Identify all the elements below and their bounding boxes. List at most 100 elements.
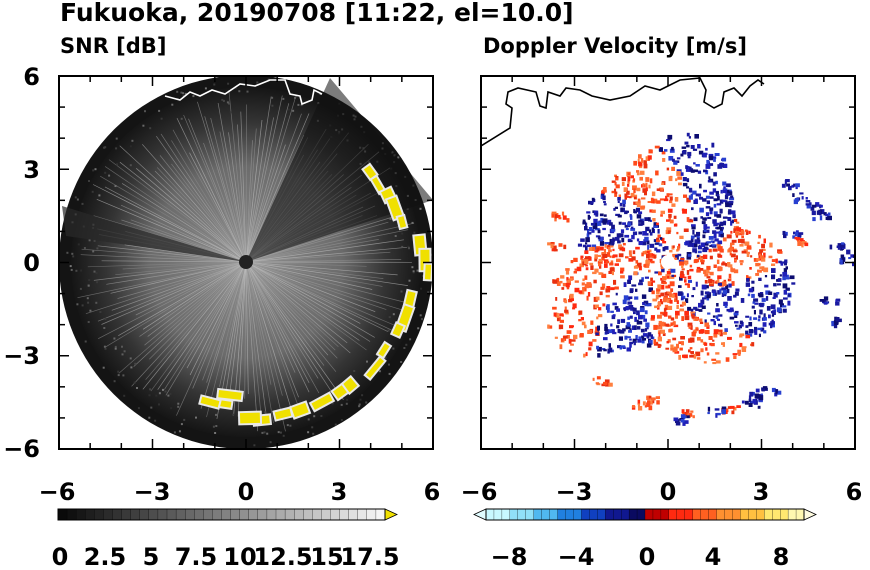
doppler-cell (746, 278, 750, 282)
doppler-cell (670, 275, 675, 279)
doppler-cell (705, 226, 710, 229)
doppler-cell (690, 351, 694, 355)
snr-echo-cell (218, 390, 242, 400)
doppler-cell (650, 334, 653, 339)
doppler-cell (795, 183, 800, 188)
doppler-cell (717, 275, 722, 280)
doppler-cell (669, 200, 673, 204)
doppler-cell (823, 302, 828, 305)
doppler-cell (692, 333, 696, 337)
doppler-cell (731, 281, 735, 286)
doppler-cell (687, 151, 692, 157)
snr-speckle (392, 313, 395, 316)
snr-speckle (413, 231, 416, 234)
doppler-cell (635, 201, 640, 205)
doppler-cell (598, 258, 602, 262)
doppler-cell (729, 316, 735, 320)
doppler-cell (650, 315, 655, 319)
doppler-cell (651, 280, 656, 283)
doppler-cell (712, 339, 715, 342)
doppler-cell (710, 240, 714, 243)
doppler-cell (729, 252, 732, 256)
doppler-cell (666, 227, 672, 233)
doppler-cell (693, 217, 698, 222)
doppler-cbar-cell (660, 508, 670, 521)
snr-ray (156, 167, 247, 263)
snr-ray (245, 261, 319, 379)
doppler-cell (728, 273, 732, 278)
doppler-cell (751, 293, 755, 298)
doppler-cell (698, 193, 701, 197)
snr-speckle (94, 168, 97, 171)
doppler-cell (740, 262, 743, 266)
doppler-cell (659, 187, 664, 191)
snr-echo-cell (332, 385, 347, 399)
doppler-cell (623, 295, 629, 300)
doppler-cell (666, 219, 670, 222)
doppler-cell (612, 331, 617, 335)
doppler-cell (645, 187, 648, 192)
snr-cbar-cell (321, 508, 331, 521)
doppler-cell (756, 258, 760, 261)
doppler-cell (651, 191, 656, 197)
doppler-cell (655, 170, 659, 176)
doppler-cell (626, 195, 629, 198)
doppler-cbar-cell (756, 508, 765, 521)
snr-speckle (70, 268, 73, 271)
doppler-cell (690, 235, 695, 239)
doppler-cell (563, 335, 568, 339)
doppler-cell (685, 240, 690, 246)
doppler-cell (705, 229, 710, 233)
doppler-cell (621, 181, 625, 186)
doppler-cell (666, 139, 671, 142)
snr-ray (119, 145, 247, 263)
snr-ray (171, 163, 247, 263)
doppler-cell (700, 242, 705, 248)
doppler-cell (762, 322, 767, 327)
doppler-cell (680, 336, 685, 340)
doppler-cell (706, 296, 710, 301)
doppler-cell (599, 213, 604, 217)
doppler-cell (593, 279, 597, 284)
doppler-cell (574, 280, 579, 283)
snr-cbar-cell (248, 508, 259, 521)
doppler-cell (680, 270, 684, 275)
doppler-cell (636, 310, 640, 316)
doppler-cell (636, 238, 640, 242)
doppler-cell (662, 333, 666, 336)
doppler-cell (603, 349, 607, 352)
doppler-cell (578, 319, 582, 322)
doppler-cell (609, 238, 613, 243)
doppler-velocity-field (547, 132, 855, 426)
doppler-cell (700, 216, 703, 219)
doppler-cell (656, 188, 661, 191)
snr-dark-wedge (62, 206, 246, 262)
snr-speckle (401, 245, 404, 248)
snr-speckle (384, 356, 387, 359)
doppler-cell (754, 329, 758, 335)
doppler-cell (659, 237, 663, 240)
doppler-cell (823, 296, 829, 301)
doppler-cell (638, 314, 643, 320)
doppler-cell (648, 405, 653, 411)
doppler-cell (784, 259, 788, 264)
doppler-cell (726, 308, 730, 312)
snr-speckle (226, 101, 229, 104)
doppler-cell (782, 184, 786, 188)
doppler-cell (764, 275, 768, 278)
doppler-cell (708, 278, 713, 284)
snr-ray (176, 261, 247, 416)
doppler-cell (701, 262, 705, 265)
doppler-cell (633, 209, 636, 213)
snr-ray (245, 134, 305, 263)
snr-ray (245, 261, 351, 354)
doppler-cell (633, 188, 636, 194)
doppler-cell (580, 238, 585, 242)
snr-speckle (289, 424, 292, 427)
doppler-cell (603, 203, 607, 206)
doppler-cell (724, 305, 728, 308)
doppler-cell (654, 242, 660, 245)
doppler-cell (757, 405, 761, 409)
doppler-cell (594, 249, 599, 253)
doppler-cell (610, 323, 613, 327)
